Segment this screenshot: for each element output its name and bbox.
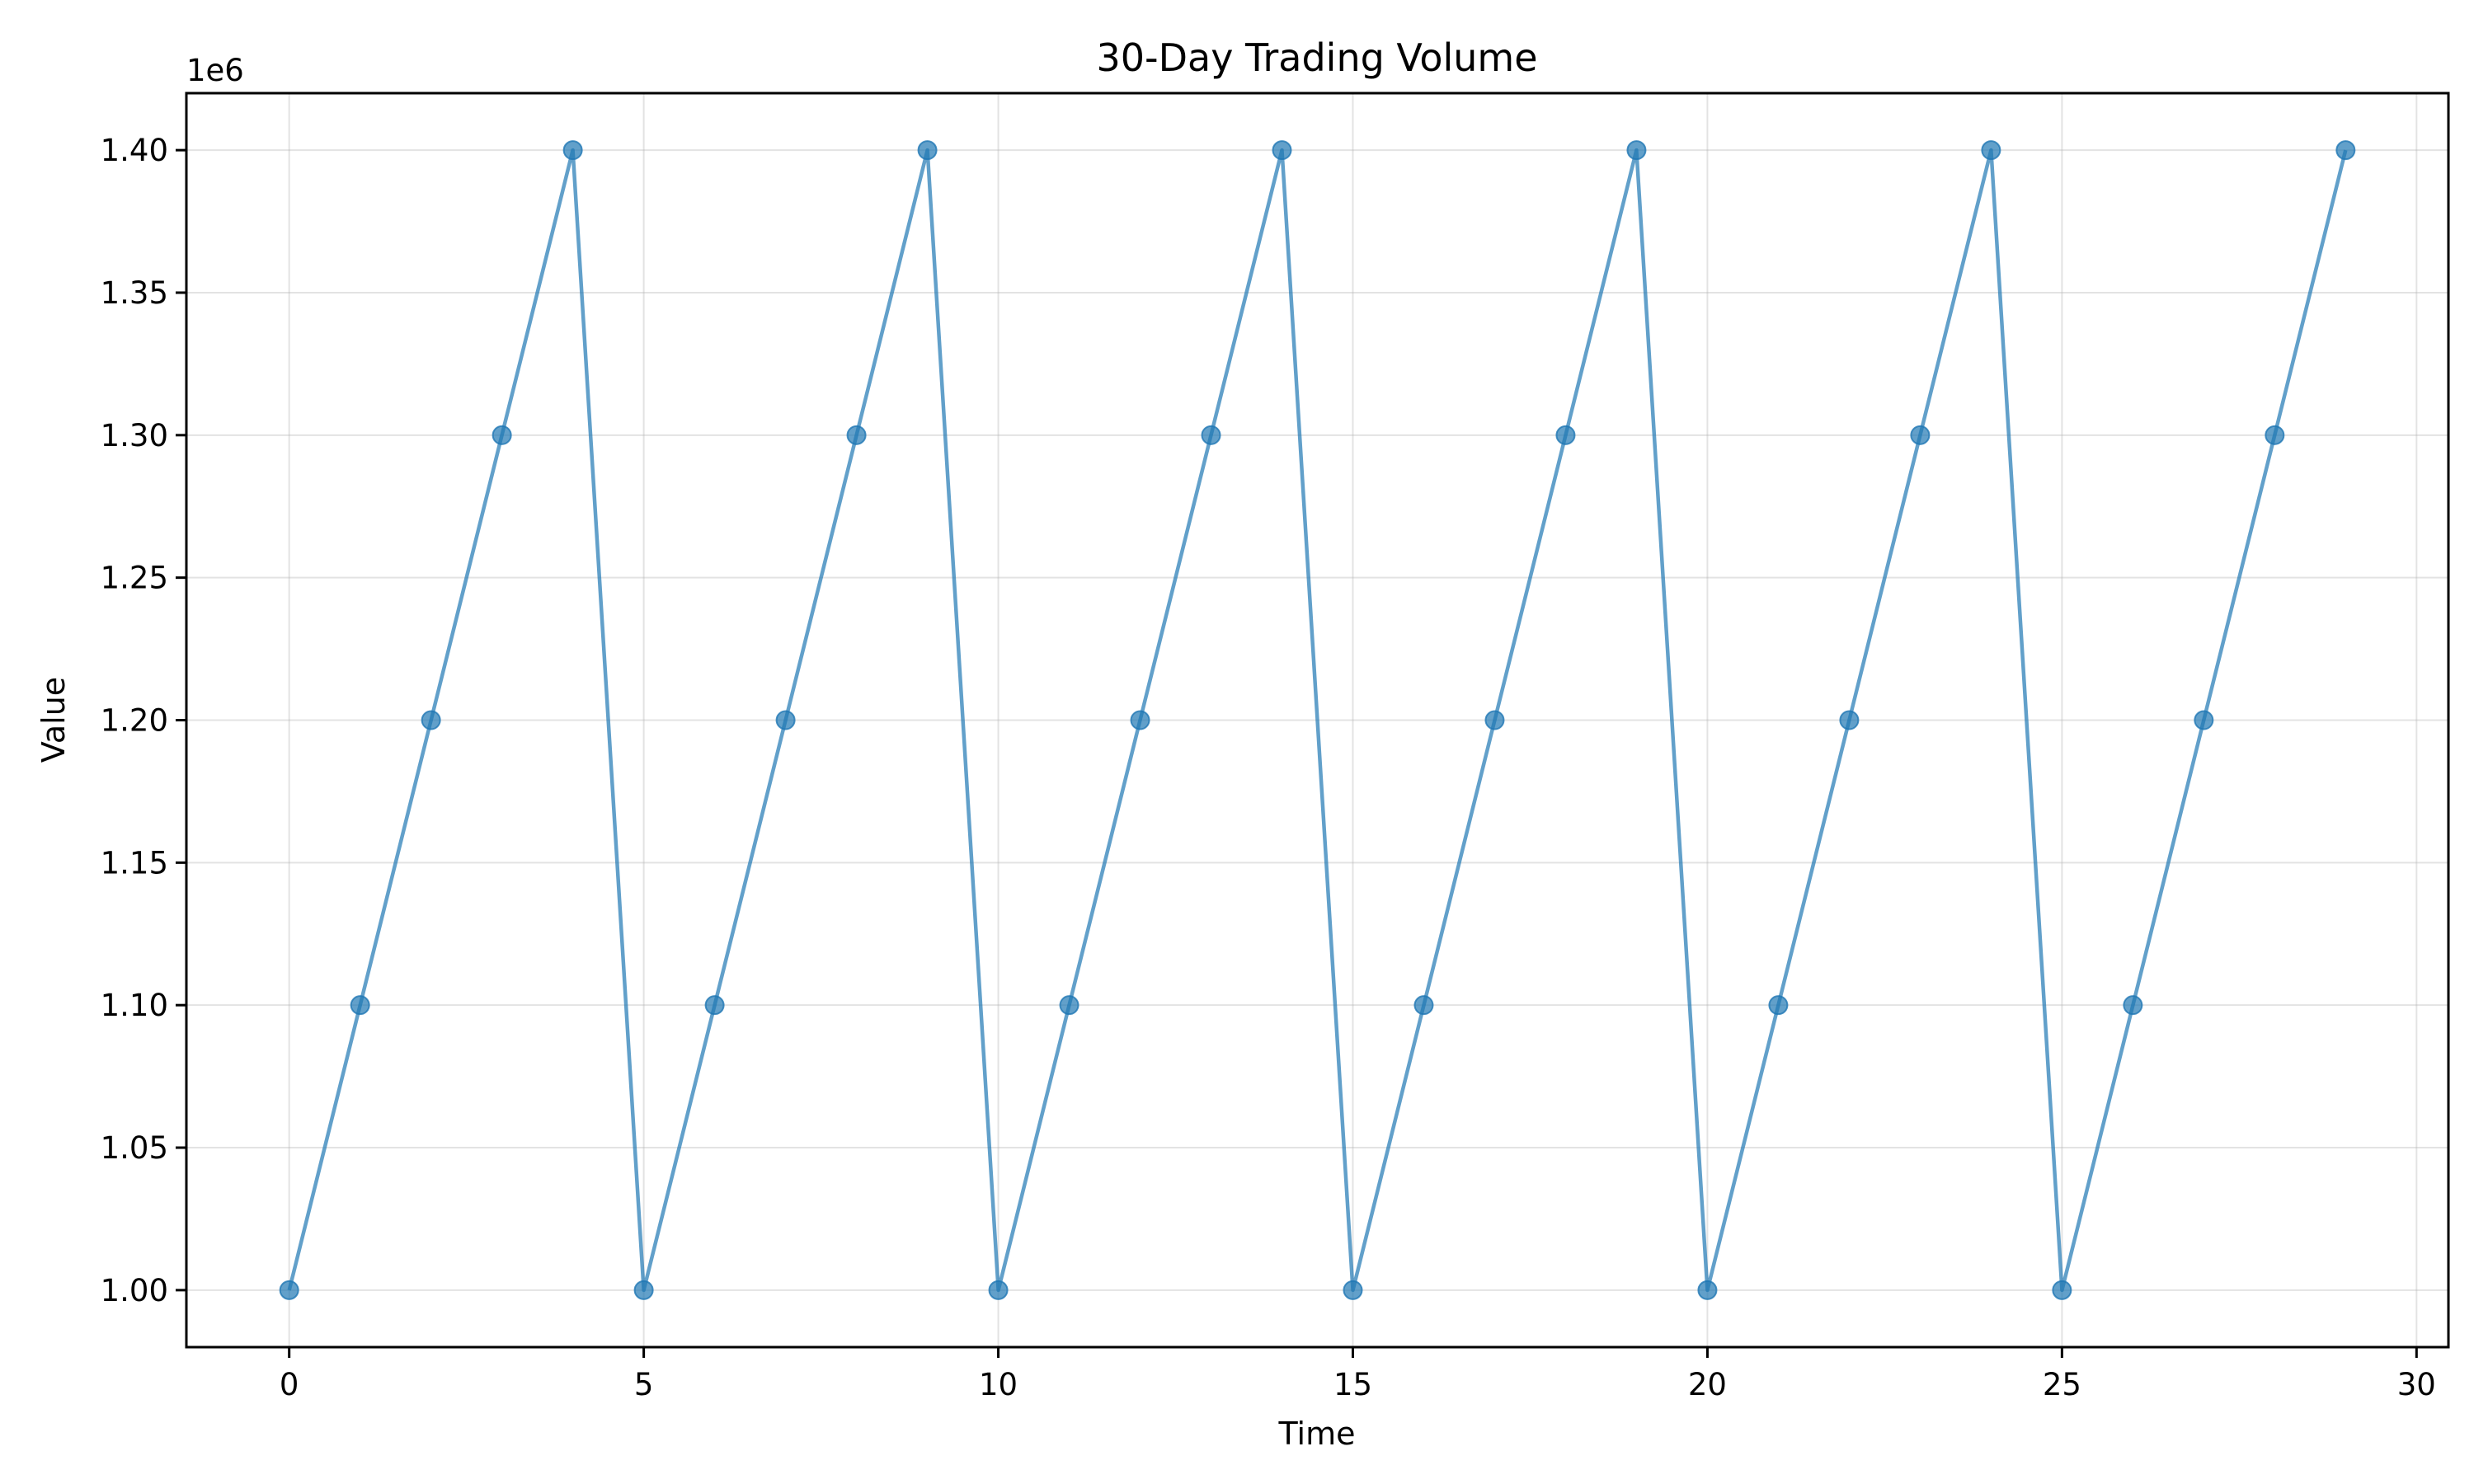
- data-point: [2335, 140, 2356, 161]
- data-point: [1697, 1280, 1718, 1300]
- grid: [186, 93, 2448, 1347]
- y-tick-label: 1.25: [101, 561, 168, 596]
- y-tick-label: 1.05: [101, 1130, 168, 1166]
- y-axis-offset-label: 1e6: [186, 53, 244, 88]
- x-axis: 0 5 10 15 20 25 30: [280, 1347, 2436, 1402]
- data-point: [562, 140, 583, 161]
- data-point: [704, 995, 725, 1016]
- data-point: [421, 710, 441, 730]
- x-tick-label: 0: [280, 1367, 299, 1402]
- x-tick-label: 15: [1333, 1367, 1372, 1402]
- data-point: [917, 140, 938, 161]
- data-point: [775, 710, 796, 730]
- data-point: [846, 425, 867, 445]
- data-point: [1343, 1280, 1363, 1300]
- data-point: [1201, 425, 1221, 445]
- y-tick-label: 1.15: [101, 845, 168, 881]
- data-point: [2052, 1280, 2072, 1300]
- y-tick-label: 1.20: [101, 703, 168, 739]
- y-tick-label: 1.30: [101, 418, 168, 453]
- data-point: [1626, 140, 1647, 161]
- y-tick-label: 1.00: [101, 1273, 168, 1308]
- data-point: [1484, 710, 1505, 730]
- y-tick-label: 1.35: [101, 275, 168, 311]
- x-tick-label: 10: [979, 1367, 1018, 1402]
- data-point: [350, 995, 370, 1016]
- data-point: [1981, 140, 2001, 161]
- data-point: [2194, 710, 2214, 730]
- x-axis-label: Time: [1278, 1416, 1356, 1452]
- data-point: [988, 1280, 1009, 1300]
- y-axis-label: Value: [35, 677, 72, 763]
- data-point: [633, 1280, 654, 1300]
- data-point: [2123, 995, 2143, 1016]
- data-point: [2265, 425, 2285, 445]
- data-point: [1910, 425, 1931, 445]
- data-point: [1555, 425, 1576, 445]
- x-tick-label: 30: [2397, 1367, 2436, 1402]
- data-point: [492, 425, 512, 445]
- data-point: [1768, 995, 1789, 1016]
- x-tick-label: 20: [1688, 1367, 1727, 1402]
- data-point: [1839, 710, 1860, 730]
- series-line: [287, 148, 2348, 1293]
- data-point: [1059, 995, 1079, 1016]
- y-axis: 1.00 1.05 1.10 1.15 1.20 1.25 1.30 1.35 1.40: [101, 133, 186, 1308]
- y-tick-label: 1.10: [101, 988, 168, 1023]
- data-point: [1272, 140, 1292, 161]
- data-point: [1130, 710, 1150, 730]
- y-tick-label: 1.40: [101, 133, 168, 168]
- data-point: [279, 1280, 299, 1300]
- data-point: [1413, 995, 1434, 1016]
- x-tick-label: 25: [2043, 1367, 2081, 1402]
- series-layer: [279, 140, 2356, 1300]
- x-tick-label: 5: [634, 1367, 654, 1402]
- chart-title: 30-Day Trading Volume: [1096, 35, 1537, 80]
